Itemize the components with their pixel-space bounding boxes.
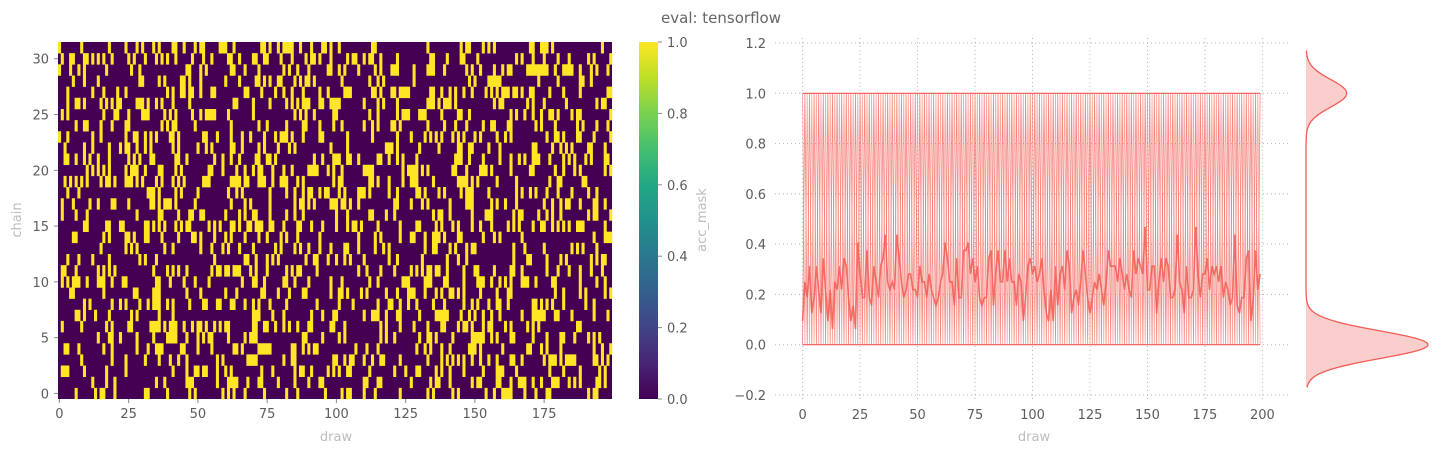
heatmap-y-tick-label: 0 (41, 387, 49, 402)
trace-x-tick-label: 0 (798, 408, 806, 423)
colorbar-tick-label: 1.0 (667, 36, 688, 51)
heatmap-x-tick-label: 100 (324, 407, 349, 422)
heatmap-x-tick-label: 75 (259, 407, 276, 422)
trace-y-tick-label: 0.4 (745, 238, 766, 253)
heatmap-x-tick-label: 125 (393, 407, 418, 422)
density-area (1306, 50, 1428, 388)
figure-title: eval: tensorflow (661, 9, 781, 27)
heatmap-y-tick-label: 30 (32, 53, 49, 68)
heatmap-x-tick-label: 25 (120, 407, 137, 422)
trace-x-tick-label: 25 (852, 408, 869, 423)
trace-x-tick-label: 125 (1078, 408, 1103, 423)
heatmap-y-axis-label: chain (10, 202, 25, 237)
trace-y-tick-label: −0.2 (734, 389, 766, 404)
heatmap-y-tick-label: 25 (32, 109, 49, 124)
trace-y-tick-label: 0.2 (745, 288, 766, 303)
density-curve (1305, 50, 1429, 388)
trace-y-tick-label: 0.8 (745, 138, 766, 153)
heatmap-accepted-cells (58, 42, 613, 400)
colorbar-tick-label: 0.6 (667, 179, 688, 194)
heatmap-x-axis-label: draw (320, 430, 353, 445)
trace-y-tick-label: 1.2 (745, 37, 766, 52)
trace-mean-line (801, 226, 1261, 330)
trace-x-tick-label: 100 (1020, 408, 1045, 423)
colorbar-tick-label: 0.8 (667, 107, 688, 122)
colorbar-label: acc_mask (695, 188, 710, 252)
trace-y-tick-label: 0.6 (745, 188, 766, 203)
heatmap-y-tick-label: 10 (32, 276, 49, 291)
trace-y-tick-label: 1.0 (745, 87, 766, 102)
trace-panel (801, 92, 1261, 346)
colorbar-tick-label: 0.4 (667, 250, 688, 265)
trace-x-tick-label: 175 (1193, 408, 1218, 423)
colorbar-ticks: 0.0 0.2 0.4 0.6 0.8 1.0 (658, 36, 688, 408)
heatmap-x-tick-label: 175 (532, 407, 557, 422)
trace-chains-line-2 (802, 93, 1261, 345)
colorbar-tick-label: 0.2 (667, 322, 688, 337)
trace-x-tick-label: 75 (967, 408, 984, 423)
heatmap-y-tick-label: 20 (32, 164, 49, 179)
trace-x-tick-label: 150 (1135, 408, 1160, 423)
trace-x-tick-label: 50 (909, 408, 926, 423)
heatmap-axes: 0 25 50 75 100 125 150 175 0 5 10 15 20 25 30 (32, 53, 556, 422)
heatmap-y-tick-label: 5 (41, 332, 49, 347)
marginal-density (1305, 50, 1429, 388)
heatmap-panel (58, 42, 613, 400)
trace-y-tick-label: 0.0 (745, 339, 766, 354)
trace-x-axis-label: draw (1018, 430, 1051, 445)
trace-x-tick-label: 200 (1250, 408, 1275, 423)
colorbar-tick-label: 0.0 (667, 393, 688, 408)
trace-axes: 0 25 50 75 100 125 150 175 200 −0.2 0.0 0.2 0.4 0.6 0.… (734, 37, 1274, 423)
heatmap-x-tick-label: 50 (190, 407, 207, 422)
heatmap-y-tick-label: 15 (32, 220, 49, 235)
heatmap-x-tick-label: 150 (462, 407, 487, 422)
heatmap-x-tick-label: 0 (55, 407, 63, 422)
colorbar (639, 42, 658, 399)
